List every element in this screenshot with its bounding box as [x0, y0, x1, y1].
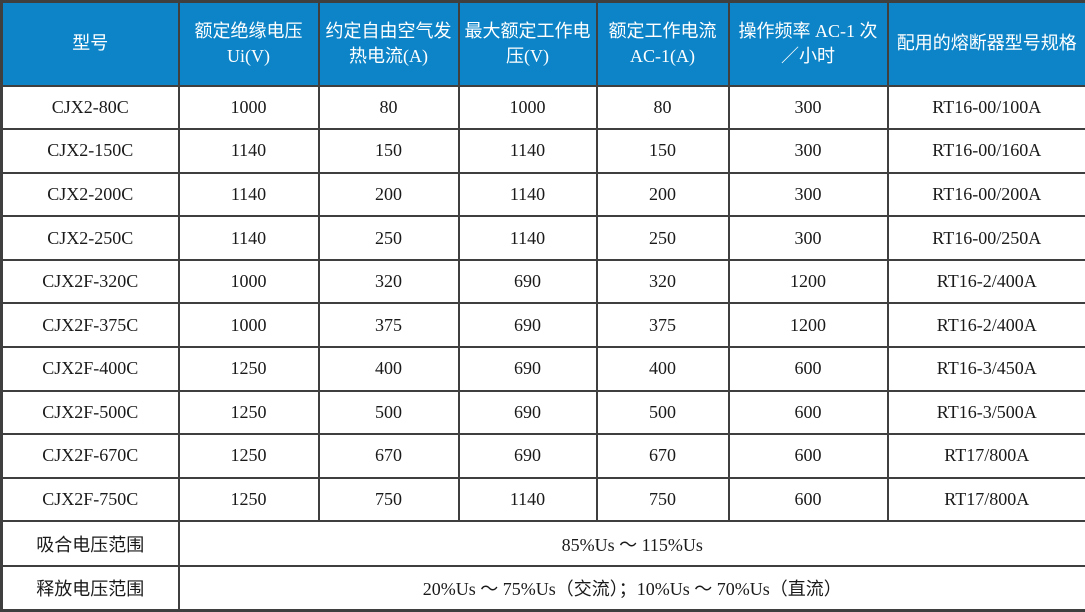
cell-insulation-voltage: 1140	[177, 215, 320, 261]
table-row: CJX2-150C 1140 150 1140 150 300 RT16-00/…	[0, 128, 1085, 174]
cell-model: CJX2F-670C	[0, 433, 180, 479]
col-header-max-working-voltage: 最大额定工作电压(V)	[457, 0, 598, 87]
table-row: CJX2F-400C 1250 400 690 400 600 RT16-3/4…	[0, 345, 1085, 392]
cell-operating-frequency: 300	[727, 128, 889, 174]
table-row: CJX2F-375C 1000 375 690 375 1200 RT16-2/…	[0, 302, 1085, 348]
cell-insulation-voltage: 1000	[177, 84, 320, 131]
cell-insulation-voltage: 1000	[177, 302, 320, 348]
cell-thermal-current: 80	[317, 84, 460, 131]
cell-working-current: 80	[595, 84, 730, 131]
pickup-voltage-value: 85%Us ～ 115%Us	[177, 520, 1085, 567]
cell-max-working-voltage: 690	[457, 389, 598, 436]
cell-thermal-current: 250	[317, 215, 460, 261]
cell-model: CJX2F-375C	[0, 302, 180, 348]
cell-fuse-spec: RT16-2/400A	[886, 258, 1085, 305]
cell-working-current: 670	[595, 433, 730, 479]
cell-model: CJX2-80C	[0, 84, 180, 131]
cell-insulation-voltage: 1250	[177, 345, 320, 392]
cell-insulation-voltage: 1250	[177, 476, 320, 523]
cell-working-current: 500	[595, 389, 730, 436]
cell-max-working-voltage: 690	[457, 345, 598, 392]
col-header-thermal-current: 约定自由空气发热电流(A)	[317, 0, 460, 87]
col-header-fuse-spec: 配用的熔断器型号规格	[886, 0, 1085, 87]
cell-model: CJX2F-320C	[0, 258, 180, 305]
cell-max-working-voltage: 1140	[457, 476, 598, 523]
cell-working-current: 150	[595, 128, 730, 174]
cell-insulation-voltage: 1140	[177, 171, 320, 218]
table-row: CJX2-250C 1140 250 1140 250 300 RT16-00/…	[0, 215, 1085, 261]
cell-working-current: 320	[595, 258, 730, 305]
cell-thermal-current: 375	[317, 302, 460, 348]
cell-thermal-current: 750	[317, 476, 460, 523]
cell-working-current: 250	[595, 215, 730, 261]
cell-model: CJX2F-750C	[0, 476, 180, 523]
cell-fuse-spec: RT16-00/160A	[886, 128, 1085, 174]
cell-fuse-spec: RT16-2/400A	[886, 302, 1085, 348]
cell-fuse-spec: RT17/800A	[886, 433, 1085, 479]
cell-max-working-voltage: 1140	[457, 171, 598, 218]
release-voltage-row: 释放电压范围 20%Us ～ 75%Us（交流）；10%Us ～ 70%Us（直…	[0, 564, 1085, 612]
col-header-model: 型号	[0, 0, 180, 87]
cell-operating-frequency: 600	[727, 433, 889, 479]
cell-thermal-current: 670	[317, 433, 460, 479]
cell-max-working-voltage: 690	[457, 302, 598, 348]
cell-fuse-spec: RT17/800A	[886, 476, 1085, 523]
release-voltage-label: 释放电压范围	[0, 564, 180, 612]
col-header-operating-frequency: 操作频率 AC-1 次／小时	[727, 0, 889, 87]
cell-insulation-voltage: 1140	[177, 128, 320, 174]
col-header-working-current: 额定工作电流 AC-1(A)	[595, 0, 730, 87]
cell-fuse-spec: RT16-00/250A	[886, 215, 1085, 261]
header-row: 型号 额定绝缘电压 Ui(V) 约定自由空气发热电流(A) 最大额定工作电压(V…	[0, 0, 1085, 87]
cell-thermal-current: 320	[317, 258, 460, 305]
cell-operating-frequency: 600	[727, 389, 889, 436]
cell-insulation-voltage: 1000	[177, 258, 320, 305]
cell-working-current: 400	[595, 345, 730, 392]
cell-max-working-voltage: 1140	[457, 128, 598, 174]
cell-model: CJX2-250C	[0, 215, 180, 261]
cell-operating-frequency: 1200	[727, 302, 889, 348]
cell-fuse-spec: RT16-00/200A	[886, 171, 1085, 218]
cell-insulation-voltage: 1250	[177, 389, 320, 436]
cell-fuse-spec: RT16-00/100A	[886, 84, 1085, 131]
table-row: CJX2F-320C 1000 320 690 320 1200 RT16-2/…	[0, 258, 1085, 305]
cell-operating-frequency: 1200	[727, 258, 889, 305]
cell-working-current: 200	[595, 171, 730, 218]
table-row: CJX2-200C 1140 200 1140 200 300 RT16-00/…	[0, 171, 1085, 218]
col-header-insulation-voltage: 额定绝缘电压 Ui(V)	[177, 0, 320, 87]
pickup-voltage-row: 吸合电压范围 85%Us ～ 115%Us	[0, 520, 1085, 567]
cell-model: CJX2-200C	[0, 171, 180, 218]
cell-thermal-current: 400	[317, 345, 460, 392]
cell-fuse-spec: RT16-3/500A	[886, 389, 1085, 436]
cell-operating-frequency: 300	[727, 215, 889, 261]
cell-model: CJX2-150C	[0, 128, 180, 174]
table-row: CJX2-80C 1000 80 1000 80 300 RT16-00/100…	[0, 84, 1085, 131]
cell-insulation-voltage: 1250	[177, 433, 320, 479]
table-row: CJX2F-750C 1250 750 1140 750 600 RT17/80…	[0, 476, 1085, 523]
cell-model: CJX2F-500C	[0, 389, 180, 436]
cell-operating-frequency: 600	[727, 345, 889, 392]
cell-model: CJX2F-400C	[0, 345, 180, 392]
cell-working-current: 375	[595, 302, 730, 348]
cell-max-working-voltage: 690	[457, 433, 598, 479]
cell-operating-frequency: 600	[727, 476, 889, 523]
cell-thermal-current: 500	[317, 389, 460, 436]
release-voltage-value: 20%Us ～ 75%Us（交流）；10%Us ～ 70%Us（直流）	[177, 564, 1085, 612]
cell-max-working-voltage: 1000	[457, 84, 598, 131]
cell-thermal-current: 200	[317, 171, 460, 218]
cell-thermal-current: 150	[317, 128, 460, 174]
pickup-voltage-label: 吸合电压范围	[0, 520, 180, 567]
cell-operating-frequency: 300	[727, 84, 889, 131]
cell-max-working-voltage: 1140	[457, 215, 598, 261]
cell-operating-frequency: 300	[727, 171, 889, 218]
table-row: CJX2F-500C 1250 500 690 500 600 RT16-3/5…	[0, 389, 1085, 436]
table-row: CJX2F-670C 1250 670 690 670 600 RT17/800…	[0, 433, 1085, 479]
cell-fuse-spec: RT16-3/450A	[886, 345, 1085, 392]
cell-max-working-voltage: 690	[457, 258, 598, 305]
cell-working-current: 750	[595, 476, 730, 523]
